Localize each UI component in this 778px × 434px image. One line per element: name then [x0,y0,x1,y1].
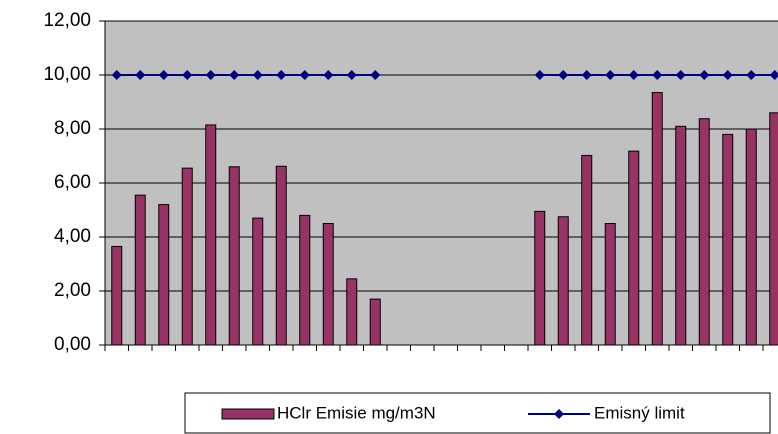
marker [534,70,545,80]
marker [699,70,710,80]
marker [746,70,757,80]
bar [745,128,757,346]
marker [346,70,357,80]
marker [135,70,146,80]
legend-swatch [221,408,275,420]
bar [722,133,734,346]
bar [158,204,170,346]
y-tick-label: 6,00 [54,172,91,193]
bar [628,150,640,346]
bar [604,223,616,346]
bar [181,167,193,346]
bar [698,118,710,346]
bar [205,124,217,346]
marker [252,70,263,80]
y-tick-label: 2,00 [54,280,91,301]
bar [675,125,687,346]
marker [276,70,287,80]
marker [558,70,569,80]
bar [346,278,358,346]
marker [182,70,193,80]
bar [134,194,146,346]
marker [323,70,334,80]
legend-label: Emisný limit [594,403,685,422]
marker [299,70,310,80]
legend-box [184,392,771,434]
y-tick-label: 0,00 [54,334,91,355]
marker [652,70,663,80]
y-tick-label: 12,00 [43,10,91,31]
marker [581,70,592,80]
bar [769,112,778,346]
y-tick-label: 10,00 [43,64,91,85]
bar [299,214,311,346]
bar [252,217,264,346]
marker [205,70,216,80]
bar [651,92,663,346]
marker [111,70,122,80]
y-tick-label: 8,00 [54,118,91,139]
bar [557,216,569,346]
marker [370,70,381,80]
marker [605,70,616,80]
bar [534,210,546,346]
marker [675,70,686,80]
bar [581,154,593,346]
bar [322,223,334,346]
bar [275,165,287,346]
marker [158,70,169,80]
bar [369,298,381,346]
marker [769,70,778,80]
bar [228,166,240,346]
marker [229,70,240,80]
legend-marker [554,409,564,419]
marker [628,70,639,80]
legend-label: HClr Emisie mg/m3N [277,403,436,422]
marker [722,70,733,80]
bar [111,245,123,346]
y-tick-label: 4,00 [54,226,91,247]
